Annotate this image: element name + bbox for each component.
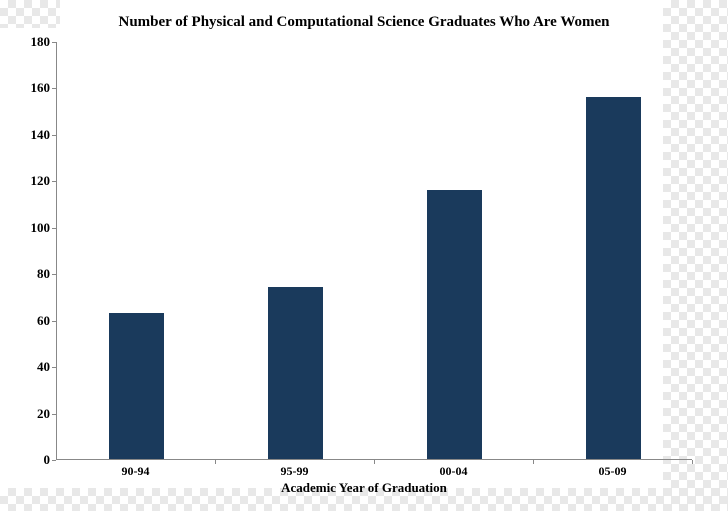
x-tick-label: 05-09 [599, 464, 627, 479]
y-tick-mark [52, 321, 56, 322]
bar [427, 190, 481, 459]
y-tick-label: 60 [4, 313, 50, 329]
y-tick-mark [52, 367, 56, 368]
y-tick-label: 20 [4, 406, 50, 422]
y-tick-label: 100 [4, 220, 50, 236]
y-tick-mark [52, 135, 56, 136]
x-tick-mark [692, 460, 693, 464]
y-tick-mark [52, 88, 56, 89]
y-tick-label: 180 [4, 34, 50, 50]
y-tick-mark [52, 181, 56, 182]
y-tick-label: 40 [4, 359, 50, 375]
bar [586, 97, 640, 459]
plot-area [56, 42, 692, 460]
bar [109, 313, 163, 459]
chart-container: Number of Physical and Computational Sci… [0, 0, 728, 511]
y-tick-mark [52, 460, 56, 461]
bar [268, 287, 322, 459]
y-tick-mark [52, 414, 56, 415]
y-tick-mark [52, 42, 56, 43]
x-axis-label: Academic Year of Graduation [0, 480, 728, 496]
y-tick-label: 80 [4, 266, 50, 282]
y-tick-label: 0 [4, 452, 50, 468]
chart-title: Number of Physical and Computational Sci… [0, 14, 728, 31]
x-tick-label: 00-04 [440, 464, 468, 479]
y-tick-mark [52, 228, 56, 229]
y-tick-label: 160 [4, 80, 50, 96]
x-tick-mark [215, 460, 216, 464]
x-tick-label: 95-99 [281, 464, 309, 479]
y-tick-label: 120 [4, 173, 50, 189]
x-tick-mark [374, 460, 375, 464]
y-tick-label: 140 [4, 127, 50, 143]
x-tick-label: 90-94 [122, 464, 150, 479]
x-tick-mark [533, 460, 534, 464]
y-tick-mark [52, 274, 56, 275]
